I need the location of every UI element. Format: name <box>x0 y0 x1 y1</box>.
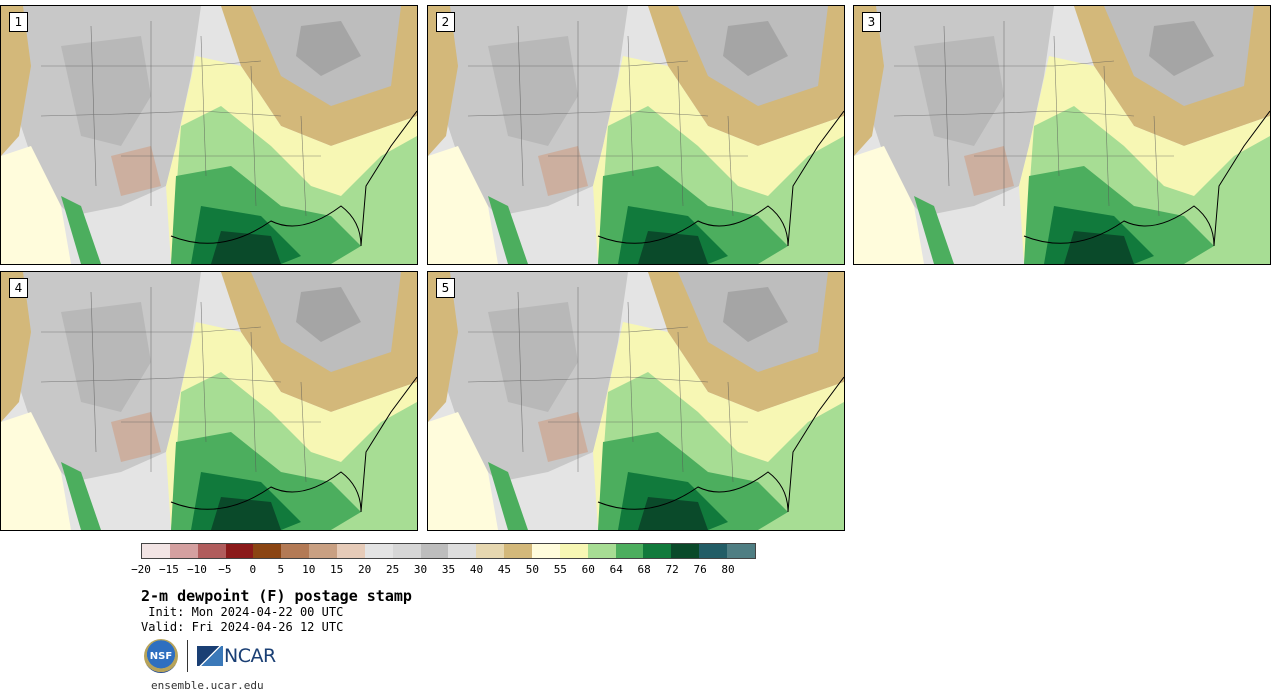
colorbar-swatch-3 <box>225 544 254 558</box>
footer-url: ensemble.ucar.edu <box>151 679 264 692</box>
ncar-logo: NCAR <box>197 645 276 667</box>
colorbar-swatch-1 <box>169 544 198 558</box>
colorbar-tick-label: −5 <box>218 563 232 576</box>
colorbar-swatch-10 <box>420 544 449 558</box>
colorbar-swatch-4 <box>253 544 282 558</box>
valid-time: Valid: Fri 2024-04-26 12 UTC <box>141 620 344 634</box>
colorbar-tick-label: 10 <box>302 563 316 576</box>
colorbar-tick-label: 45 <box>497 563 512 576</box>
colorbar-tick-label: 30 <box>413 563 428 576</box>
map-panel-1: 1 <box>0 5 418 265</box>
colorbar-tick-label: 80 <box>721 563 735 576</box>
colorbar-tick-label: −15 <box>159 563 179 576</box>
colorbar-swatch-15 <box>559 544 588 558</box>
init-time: Init: Mon 2024-04-22 00 UTC <box>141 605 344 619</box>
ncar-logo-text: NCAR <box>224 645 276 667</box>
colorbar-swatch-11 <box>448 544 477 558</box>
dewpoint-map-4 <box>1 272 417 530</box>
colorbar-swatch-0 <box>142 544 170 558</box>
panel-number-4: 4 <box>9 278 28 298</box>
colorbar-swatch-20 <box>699 544 728 558</box>
colorbar-tick-label: 72 <box>665 563 679 576</box>
colorbar-tick-label: 64 <box>609 563 623 576</box>
colorbar-ticks: −20 −15 −10 −5 0 5 10 15 20 25 30 35 40 45 50 55 60 64 68 7… <box>131 563 756 577</box>
colorbar-swatch-21 <box>727 544 755 558</box>
colorbar-swatch-16 <box>587 544 616 558</box>
colorbar-swatch-2 <box>197 544 226 558</box>
colorbar-tick-label: 20 <box>358 563 372 576</box>
colorbar-swatch-18 <box>643 544 672 558</box>
colorbar-tick-label: 15 <box>330 563 344 576</box>
map-panel-2: 2 <box>427 5 845 265</box>
colorbar-swatch-7 <box>337 544 365 558</box>
map-panel-4: 4 <box>0 271 418 531</box>
panel-number-2: 2 <box>436 12 455 32</box>
colorbar <box>141 543 756 559</box>
colorbar-swatch-13 <box>504 544 533 558</box>
colorbar-swatch-14 <box>532 544 560 558</box>
map-panel-3: 3 <box>853 5 1271 265</box>
dewpoint-map-3 <box>854 6 1270 264</box>
colorbar-tick-label: 25 <box>385 563 400 576</box>
panel-number-3: 3 <box>862 12 881 32</box>
dewpoint-map-5 <box>428 272 844 530</box>
colorbar-tick-label: 68 <box>637 563 651 576</box>
colorbar-swatch-9 <box>392 544 421 558</box>
colorbar-tick-label: −20 <box>131 563 151 576</box>
panel-number-1: 1 <box>9 12 28 32</box>
colorbar-tick-label: 0 <box>249 563 257 576</box>
map-panel-5: 5 <box>427 271 845 531</box>
dewpoint-map-2 <box>428 6 844 264</box>
colorbar-tick-label: −10 <box>186 563 207 576</box>
logo-separator <box>187 640 188 672</box>
colorbar-swatch-5 <box>281 544 310 558</box>
colorbar-tick-label: 35 <box>441 563 456 576</box>
panel-number-5: 5 <box>436 278 455 298</box>
colorbar-swatch-12 <box>476 544 505 558</box>
colorbar-tick-label: 60 <box>581 563 595 576</box>
colorbar-tick-label: 40 <box>469 563 484 576</box>
colorbar-tick-label: 55 <box>553 563 567 576</box>
plot-title: 2-m dewpoint (F) postage stamp <box>141 587 412 605</box>
colorbar-swatch-17 <box>615 544 644 558</box>
colorbar-tick-label: 76 <box>693 563 707 576</box>
nsf-logo: NSF <box>144 639 178 673</box>
dewpoint-map-1 <box>1 6 417 264</box>
colorbar-swatch-8 <box>364 544 393 558</box>
colorbar-swatch-6 <box>309 544 338 558</box>
ncar-mark-icon <box>197 646 223 666</box>
colorbar-tick-label: 50 <box>525 563 539 576</box>
colorbar-swatch-19 <box>671 544 700 558</box>
colorbar-tick-label: 5 <box>277 563 285 576</box>
logos: NSF NCAR <box>144 638 276 674</box>
